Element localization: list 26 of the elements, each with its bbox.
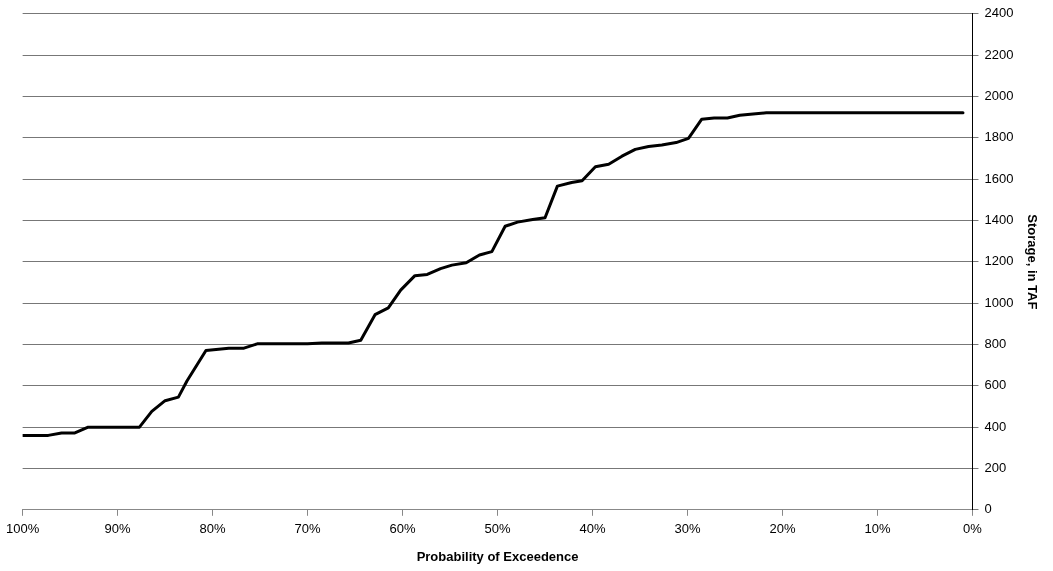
y-tick-label: 1600 — [984, 170, 1014, 186]
x-axis-title: Probability of Exceedence — [416, 548, 579, 564]
x-tick-label: 80% — [199, 521, 227, 537]
y-tick-label: 200 — [984, 460, 1007, 476]
y-axis-title: Storage, in TAF — [1024, 214, 1040, 310]
y-tick-label: 2200 — [984, 46, 1014, 62]
x-tick-label: 50% — [484, 521, 511, 537]
x-tick-label: 10% — [864, 521, 891, 537]
y-tick-label: 2400 — [984, 5, 1014, 21]
x-tick-label: 30% — [674, 521, 701, 537]
y-tick-label: 1800 — [984, 129, 1014, 145]
x-tick-label: 60% — [389, 521, 417, 537]
y-tick-label: 1400 — [984, 212, 1014, 228]
y-tick-label: 400 — [984, 418, 1007, 434]
x-tick-label: 100% — [6, 521, 40, 537]
y-tick-label: 600 — [984, 377, 1007, 393]
y-tick-label: 1200 — [984, 253, 1014, 269]
y-tick-label: 0 — [984, 501, 992, 517]
x-tick-label: 90% — [104, 521, 132, 537]
x-tick-label: 20% — [769, 521, 796, 537]
x-tick-label: 70% — [294, 521, 322, 537]
y-tick-label: 2000 — [984, 88, 1014, 104]
x-tick-label: 40% — [579, 521, 606, 537]
y-tick-label: 1000 — [984, 294, 1014, 310]
x-tick-label: 0% — [963, 521, 983, 537]
y-tick-label: 800 — [984, 336, 1007, 352]
